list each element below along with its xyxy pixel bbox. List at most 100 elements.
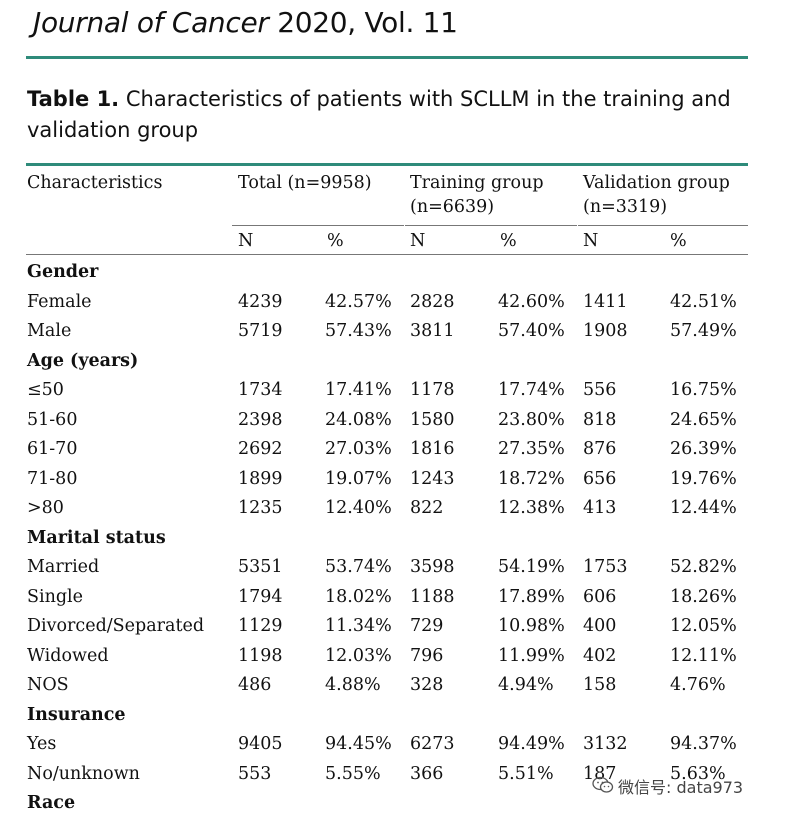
table-row: Male 5719 57.43% 3811 57.40% 1908 57.49% [0,317,785,347]
row-label: Widowed [27,645,109,666]
table-row: Single 1794 18.02% 1188 17.89% 606 18.26% [0,583,785,613]
cell-training-pct: 54.19% [498,557,565,577]
cell-validation-n: 187 [583,763,617,784]
cell-validation-n: 413 [583,498,617,518]
section-label: Age (years) [27,350,139,371]
subheader-pct-validation: % [670,231,687,251]
cell-total-pct: 24.08% [325,409,392,430]
section-row: Gender [0,258,785,288]
cell-total-n: 5719 [238,321,283,341]
cell-total-n: 1794 [238,586,283,607]
cell-validation-n: 158 [583,675,617,695]
cell-training-n: 6273 [410,734,455,754]
cell-training-n: 1178 [410,380,455,400]
group-rule-total [232,225,404,226]
cell-training-n: 1243 [410,468,455,489]
watermark-text: 微信号: data973 [618,778,744,797]
cell-validation-n: 400 [583,616,617,636]
subheader-pct-total: % [327,231,344,251]
row-label: NOS [27,675,69,695]
cell-training-n: 3598 [410,557,455,577]
cell-validation-pct: 16.75% [670,380,737,400]
cell-training-n: 2828 [410,291,455,312]
cell-total-n: 2398 [238,409,283,430]
cell-training-pct: 94.49% [498,734,565,754]
cell-validation-pct: 24.65% [670,409,737,430]
cell-total-n: 1899 [238,468,283,489]
cell-validation-pct: 52.82% [670,557,737,577]
cell-validation-pct: 12.44% [670,498,737,518]
subheader-n-training: N [410,231,426,251]
cell-total-n: 4239 [238,291,283,312]
cell-total-pct: 12.03% [325,645,392,666]
row-label: Male [27,321,72,341]
cell-training-n: 366 [410,763,444,784]
cell-total-n: 486 [238,675,272,695]
cell-validation-n: 606 [583,586,617,607]
cell-training-n: 796 [410,645,444,666]
cell-total-n: 1235 [238,498,283,518]
cell-total-pct: 19.07% [325,468,392,489]
cell-validation-pct: 12.11% [670,645,737,666]
group-rule-training [405,225,577,226]
cell-validation-pct: 94.37% [670,734,737,754]
cell-validation-pct: 42.51% [670,291,737,312]
cell-total-pct: 18.02% [325,586,392,607]
cell-training-n: 3811 [410,321,455,341]
cell-total-n: 5351 [238,557,283,577]
row-label: Married [27,557,100,577]
cell-total-pct: 42.57% [325,291,392,312]
cell-training-n: 1816 [410,439,455,459]
journal-header: Journal of Cancer 2020, Vol. 11 [33,6,458,39]
cell-validation-pct: 26.39% [670,439,737,459]
cell-training-n: 822 [410,498,444,518]
table-row: 61-70 2692 27.03% 1816 27.35% 876 26.39% [0,435,785,465]
cell-training-pct: 4.94% [498,675,554,695]
row-label: Divorced/Separated [27,616,205,636]
cell-total-n: 1734 [238,380,283,400]
section-label: Gender [27,262,99,282]
table-caption: Table 1. Characteristics of patients wit… [27,84,749,146]
cell-training-pct: 27.35% [498,439,565,459]
table-row: ≤50 1734 17.41% 1178 17.74% 556 16.75% [0,376,785,406]
cell-validation-pct: 18.26% [670,586,737,607]
cell-training-pct: 10.98% [498,616,565,636]
cell-training-pct: 17.89% [498,586,565,607]
section-row: Race [0,789,785,819]
cell-validation-n: 1753 [583,557,628,577]
caption-label: Table 1. [27,87,120,111]
cell-validation-pct: 57.49% [670,321,737,341]
cell-total-pct: 57.43% [325,321,392,341]
cell-total-n: 1129 [238,616,283,636]
cell-validation-pct: 5.63% [670,763,726,784]
cell-total-n: 1198 [238,645,283,666]
row-label: 51-60 [27,409,78,430]
cell-validation-n: 402 [583,645,617,666]
cell-validation-n: 1908 [583,321,628,341]
header-rule [26,56,748,59]
wechat-icon [592,776,614,793]
cell-total-n: 2692 [238,439,283,459]
cell-training-n: 1580 [410,409,455,430]
cell-training-n: 328 [410,675,444,695]
header-training: Training group (n=6639) [410,173,544,217]
journal-name: Journal of Cancer [33,6,269,39]
cell-validation-pct: 4.76% [670,675,726,695]
subheader-n-validation: N [583,231,599,251]
section-label: Race [27,793,76,813]
cell-total-pct: 5.55% [325,763,381,784]
cell-total-pct: 12.40% [325,498,392,518]
cell-training-pct: 18.72% [498,468,565,489]
table-top-rule [26,163,748,166]
table-row: Female 4239 42.57% 2828 42.60% 1411 42.51% [0,288,785,318]
cell-validation-n: 876 [583,439,617,459]
section-row: Insurance [0,701,785,731]
header-characteristics: Characteristics [27,173,163,193]
table-row: >80 1235 12.40% 822 12.38% 413 12.44% [0,494,785,524]
table-row: NOS 486 4.88% 328 4.94% 158 4.76% [0,671,785,701]
cell-validation-n: 556 [583,380,617,400]
table-row: Widowed 1198 12.03% 796 11.99% 402 12.11% [0,642,785,672]
journal-year-volume: 2020, Vol. 11 [277,6,458,39]
watermark: 微信号: data973 [592,770,777,800]
table-row: 71-80 1899 19.07% 1243 18.72% 656 19.76% [0,465,785,495]
